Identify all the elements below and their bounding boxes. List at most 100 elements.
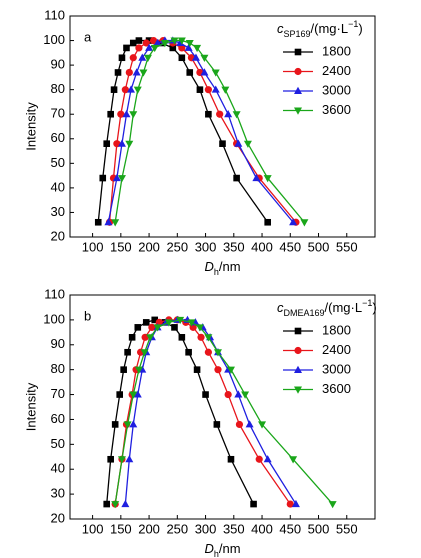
marker (224, 390, 232, 399)
marker (226, 366, 235, 374)
marker (211, 85, 220, 93)
marker (211, 69, 220, 77)
marker (133, 86, 142, 94)
marker (117, 110, 125, 118)
y-tick-label: 20 (51, 510, 65, 525)
x-tick-label: 450 (279, 521, 301, 536)
x-tick-label: 400 (251, 239, 273, 254)
marker (170, 37, 179, 45)
marker (125, 140, 134, 148)
marker (94, 218, 102, 226)
y-tick-label: 60 (51, 130, 65, 145)
marker (149, 36, 158, 45)
x-tick-label: 250 (166, 239, 188, 254)
marker (213, 421, 221, 428)
marker (116, 391, 124, 398)
marker (227, 455, 235, 463)
marker (151, 316, 159, 324)
marker (213, 349, 222, 357)
series-line (107, 39, 294, 223)
marker (178, 54, 186, 62)
marker (150, 44, 159, 53)
x-tick-label: 100 (82, 521, 104, 536)
marker (200, 54, 209, 62)
marker (195, 324, 204, 332)
panel-label: b (84, 308, 91, 323)
marker (241, 391, 250, 399)
text-part: −1 (348, 19, 358, 29)
legend-marker (294, 86, 302, 94)
x-tick-label: 350 (223, 521, 245, 536)
marker (202, 391, 209, 398)
marker (111, 501, 120, 509)
marker (135, 44, 143, 52)
marker (263, 175, 272, 183)
x-tick-label: 500 (308, 239, 330, 254)
marker (200, 68, 209, 76)
marker (139, 69, 148, 77)
x-tick-label: 200 (138, 521, 160, 536)
marker (117, 175, 126, 183)
y-tick-label: 100 (43, 32, 65, 47)
marker (103, 140, 111, 147)
marker (289, 456, 298, 464)
x-tick-label: 350 (223, 239, 245, 254)
x-tick-label: 150 (110, 521, 132, 536)
marker (125, 455, 134, 463)
text-part: /nm (219, 541, 241, 556)
axis-title: cSP169/(mg·L−1) (277, 19, 363, 39)
text-part: ) (358, 21, 362, 36)
x-tick-label: 150 (110, 239, 132, 254)
y-tick-label: 100 (43, 311, 65, 326)
y-tick-label: 30 (51, 204, 65, 219)
marker (143, 54, 152, 62)
axis-title: Dh/nm (204, 541, 240, 558)
legend-label: 3600 (322, 102, 351, 117)
legend-label: 3600 (322, 381, 351, 396)
plot-frame (69, 294, 376, 520)
marker (148, 323, 156, 331)
marker (178, 44, 186, 52)
marker (114, 69, 122, 76)
marker (138, 53, 147, 61)
y-tick-label: 40 (51, 461, 65, 476)
marker (104, 218, 113, 226)
marker (185, 40, 194, 48)
text-part: /(mg·L (311, 21, 349, 36)
marker (112, 173, 121, 182)
marker (132, 68, 141, 76)
marker (124, 348, 131, 356)
x-tick-label: 550 (336, 521, 358, 536)
legend-marker (294, 386, 302, 394)
marker (204, 86, 212, 94)
legend-marker (294, 48, 302, 56)
marker (235, 420, 244, 429)
marker (184, 43, 193, 51)
text-part: ) (372, 300, 376, 315)
marker (129, 54, 137, 62)
text-part: c (277, 21, 284, 36)
marker (133, 390, 142, 398)
y-tick-label: 90 (51, 57, 65, 72)
x-tick-label: 400 (251, 521, 273, 536)
marker (142, 39, 150, 47)
marker (216, 110, 224, 118)
marker (118, 54, 126, 62)
panel-label: a (84, 29, 92, 44)
marker (221, 86, 230, 94)
marker (111, 219, 120, 227)
text-part: SP169 (284, 29, 311, 39)
marker (140, 349, 149, 357)
marker (234, 390, 243, 398)
marker (169, 44, 177, 52)
marker (129, 111, 138, 119)
marker (145, 37, 153, 44)
marker (164, 319, 173, 327)
axis-title: cDMEA169/(mg·L−1) (277, 298, 377, 318)
marker (250, 500, 257, 508)
marker (289, 218, 298, 226)
text-part: D (204, 259, 213, 274)
marker (300, 219, 309, 227)
marker (135, 37, 143, 44)
